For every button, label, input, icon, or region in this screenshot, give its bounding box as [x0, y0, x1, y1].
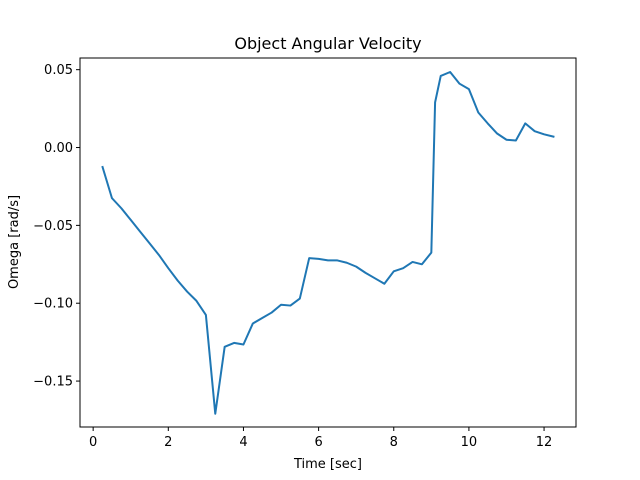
- x-tick-label: 4: [239, 435, 247, 450]
- x-tick-label: 2: [164, 435, 172, 450]
- y-axis: 0.05 0.00 −0.05 −0.10 −0.15: [33, 63, 80, 390]
- y-axis-label: Omega [rad/s]: [7, 195, 22, 289]
- plot-area: [79, 57, 577, 428]
- y-tick-label: −0.10: [33, 297, 73, 312]
- x-tick-label: 6: [314, 435, 322, 450]
- y-tick-label: −0.15: [33, 375, 73, 390]
- x-tick-label: 12: [536, 435, 553, 450]
- y-tick-label: 0.05: [44, 63, 73, 78]
- series-layer: [101, 71, 555, 415]
- x-tick-label: 0: [89, 435, 97, 450]
- chart-title: Object Angular Velocity: [234, 34, 421, 53]
- axes-frame: [79, 57, 577, 428]
- x-tick-label: 8: [390, 435, 398, 450]
- y-tick-label: −0.05: [33, 219, 73, 234]
- series-line-0: [101, 71, 555, 415]
- x-axis-label: Time [sec]: [293, 457, 362, 472]
- x-tick-label: 10: [461, 435, 478, 450]
- x-axis: 0 2 4 6 8 10 12: [89, 427, 552, 450]
- y-tick-label: 0.00: [44, 141, 73, 156]
